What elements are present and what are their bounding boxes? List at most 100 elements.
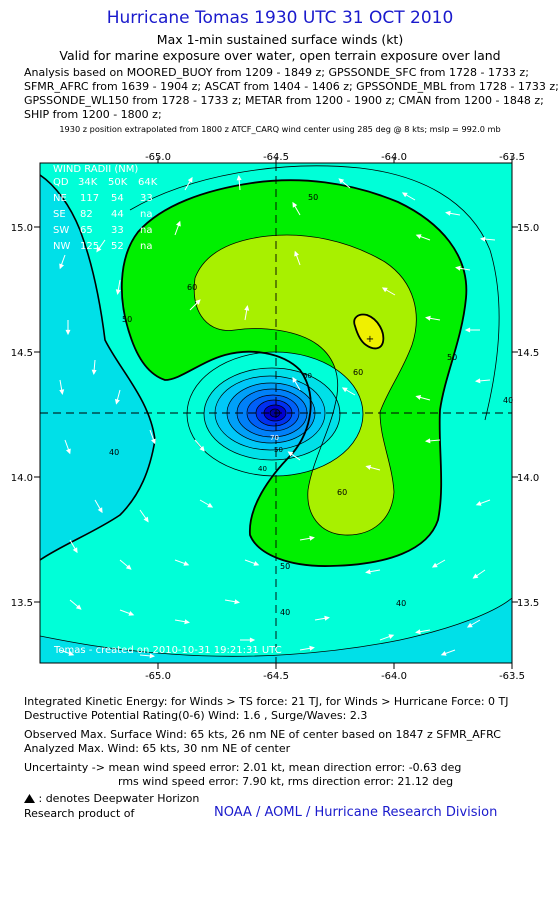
analysis-line-1: Analysis based on MOORED_BUOY from 1209 … xyxy=(24,66,529,79)
x-tick-bottom: -63.5 xyxy=(499,671,525,682)
contour-label: 40 xyxy=(396,599,406,608)
wind-arrow-head xyxy=(401,192,408,198)
wind-arrow-head xyxy=(97,507,103,514)
contour-40-west xyxy=(40,174,156,561)
contour-label: 60 xyxy=(187,283,197,292)
wind-radii-cell: 44 xyxy=(111,209,124,220)
wind-field-map: + 50 60 50 60 60 50 40 40 50 40 40 60 70… xyxy=(11,152,540,682)
wind-arrow-head xyxy=(236,174,242,181)
uncertainty-line-1: Uncertainty -> mean wind speed error: 2.… xyxy=(24,761,462,774)
legend-line: : denotes Deepwater Horizon xyxy=(24,792,199,805)
analysis-line-3: GPSSONDE_WL150 from 1728 - 1733 z; METAR… xyxy=(24,94,544,107)
y-tick-right: 13.5 xyxy=(517,598,539,609)
contour-64 xyxy=(353,313,385,350)
wind-radii-cell: na xyxy=(140,241,152,252)
wind-arrow-head xyxy=(68,650,75,656)
dpr-line: Destructive Potential Rating(0-6) Wind: … xyxy=(24,709,368,722)
wind-radii-cell: 52 xyxy=(111,241,124,252)
org-link[interactable]: NOAA / AOML / Hurricane Research Divisio… xyxy=(214,805,498,820)
y-tick-right: 14.0 xyxy=(517,473,539,484)
contour-labels: 50 60 50 60 60 50 40 40 50 40 40 60 70 5… xyxy=(109,193,513,617)
x-tick-top: -64.5 xyxy=(263,152,289,163)
wind-arrow-head xyxy=(415,394,422,400)
wind-radii-cell: na xyxy=(140,209,152,220)
contour-label: 50 xyxy=(274,446,283,454)
wind-arrow-head xyxy=(128,610,135,616)
wind-arrow-head xyxy=(365,569,371,575)
wind-arrow-head xyxy=(415,234,422,240)
axis-labels: -65.0 -64.5 -64.0 -63.5 -65.0 -64.5 -64.… xyxy=(11,152,540,682)
wind-arrow-head xyxy=(365,464,372,470)
wind-radii-cell: 82 xyxy=(80,209,93,220)
contour-label: 40 xyxy=(109,448,119,457)
wind-radii-cell: SW xyxy=(53,225,69,236)
contour-label: 50 xyxy=(447,353,457,362)
wind-arrow-head xyxy=(72,547,78,554)
contour-lines xyxy=(40,165,512,657)
wind-arrow-head xyxy=(249,637,256,643)
fill-60-band xyxy=(194,235,417,536)
wind-arrow-head xyxy=(292,376,298,383)
wind-radii-header-34k: 34K xyxy=(78,177,98,188)
y-tick-left: 14.0 xyxy=(11,473,33,484)
page-title: Hurricane Tomas 1930 UTC 31 OCT 2010 xyxy=(106,8,454,28)
wind-arrow-head xyxy=(440,650,447,656)
position-note: 1930 z position extrapolated from 1800 z… xyxy=(59,124,501,134)
wind-arrow-head xyxy=(65,329,71,336)
wind-arrow-head xyxy=(59,389,65,395)
wind-arrow-head xyxy=(96,246,102,253)
contour-label: 70 xyxy=(270,434,279,442)
wind-radii-header-qd: QD xyxy=(53,177,69,188)
x-tick-bottom: -65.0 xyxy=(145,671,171,682)
wind-arrow-head xyxy=(175,220,181,227)
observed-max-line: Observed Max. Surface Wind: 65 kts, 26 n… xyxy=(24,728,501,741)
wind-radii-cell: NW xyxy=(53,241,70,252)
wind-arrow-head xyxy=(292,201,298,208)
wind-arrow-head xyxy=(309,645,315,651)
wind-arrow-head xyxy=(114,398,120,405)
subtitle-winds: Max 1-min sustained surface winds (kt) xyxy=(156,32,404,47)
wind-radii-header-64k: 64K xyxy=(138,177,158,188)
wind-arrow-head xyxy=(253,560,260,566)
wind-arrow-head xyxy=(244,305,250,311)
wind-arrow-head xyxy=(425,315,431,321)
wind-radii-cell: na xyxy=(140,225,152,236)
contour-label: 60 xyxy=(353,368,363,377)
uncertainty-line-2: rms wind speed error: 7.90 kt, rms direc… xyxy=(118,775,454,788)
legend-text: : denotes Deepwater Horizon xyxy=(38,792,200,805)
wind-arrow-head xyxy=(388,634,395,640)
contour-label: 50 xyxy=(308,193,318,202)
map-credit: Tomas - created on 2010-10-31 19:21:31 U… xyxy=(53,645,282,656)
contour-40-north xyxy=(129,165,500,421)
analysis-line-4: SHIP from 1200 - 1800 z; xyxy=(24,108,162,121)
wind-arrow-head xyxy=(149,653,156,659)
wind-arrow-head xyxy=(199,445,205,452)
wind-radii-cell: 33 xyxy=(111,225,124,236)
wind-arrow-head xyxy=(294,250,300,257)
contour-label: 60 xyxy=(303,372,312,380)
y-tick-left: 14.5 xyxy=(11,348,33,359)
wind-arrow-head xyxy=(475,500,482,506)
contour-40-south xyxy=(40,597,512,657)
center-crosshair xyxy=(40,163,512,663)
contour-50 xyxy=(120,179,468,567)
core-wind-rings xyxy=(186,351,364,477)
wind-arrow-head xyxy=(234,599,240,605)
wind-arrow-head xyxy=(338,178,345,184)
wind-arrow-head xyxy=(431,562,438,568)
x-tick-bottom: -64.5 xyxy=(263,671,289,682)
wind-arrow-head xyxy=(424,438,431,444)
wind-arrow-head xyxy=(183,560,190,566)
y-tick-left: 13.5 xyxy=(11,598,33,609)
wind-arrow-head xyxy=(125,564,132,570)
wind-arrow-head xyxy=(150,438,156,445)
y-tick-right: 15.0 xyxy=(517,223,539,234)
axis-ticks xyxy=(34,157,518,669)
wind-arrow-head xyxy=(287,451,294,457)
contour-label: 40 xyxy=(280,608,290,617)
ike-line: Integrated Kinetic Energy: for Winds > T… xyxy=(24,695,509,708)
wind-arrow-head xyxy=(184,619,190,625)
wind-arrow-head xyxy=(207,502,214,508)
wind-arrow-head xyxy=(381,287,388,293)
wind-arrow-head xyxy=(65,448,71,455)
